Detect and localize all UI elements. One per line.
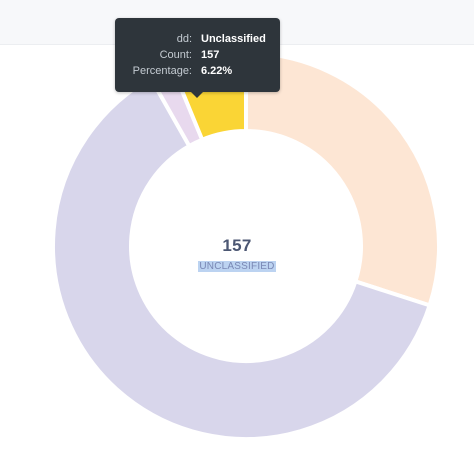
donut-center-label: 157 UNCLASSIFIED [0,236,474,274]
center-count: 157 [222,236,252,255]
donut-slice-1[interactable] [244,51,441,308]
tooltip-key: Percentage: [132,65,192,77]
tooltip-caret [190,91,204,98]
tooltip-row-percentage: Percentage: 6.22% [115,65,280,81]
tooltip-value: Unclassified [201,33,266,45]
tooltip-row-count: Count: 157 [115,49,280,65]
slice-tooltip: dd: Unclassified Count: 157 Percentage: … [115,18,280,92]
tooltip-value: 157 [201,49,220,61]
tooltip-key: Count: [159,49,192,61]
center-category-label: UNCLASSIFIED [198,261,276,272]
tooltip-value: 6.22% [201,65,233,77]
tooltip-row-dimension: dd: Unclassified [115,33,280,49]
donut-slice-2[interactable] [51,76,432,441]
tooltip-key: dd: [176,33,192,45]
